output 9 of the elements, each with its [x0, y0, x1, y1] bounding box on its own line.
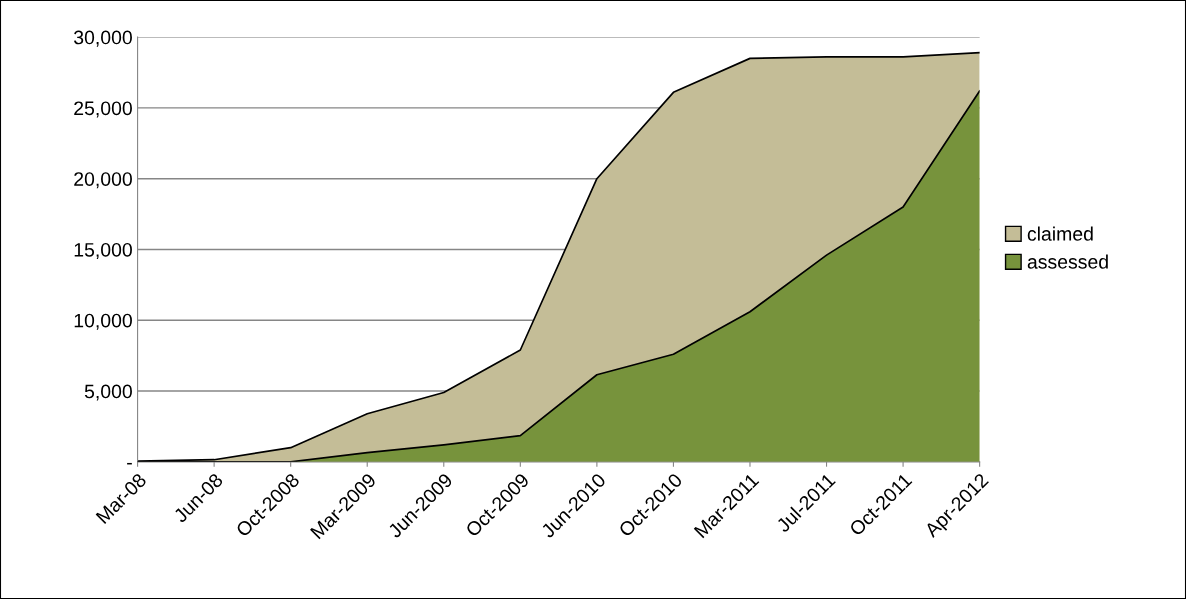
legend-label: claimed [1027, 226, 1093, 241]
y-tick-label: 20,000 [74, 172, 132, 189]
y-tick-label: 5,000 [84, 384, 132, 401]
y-tick-label: 15,000 [74, 242, 132, 260]
legend-label: assessed [1027, 254, 1108, 269]
y-tick-label: 30,000 [73, 30, 132, 47]
y-tick-label: 25,000 [74, 101, 132, 118]
y-tick-label: 10,000 [74, 313, 132, 330]
y-tick-label: - [127, 462, 132, 465]
